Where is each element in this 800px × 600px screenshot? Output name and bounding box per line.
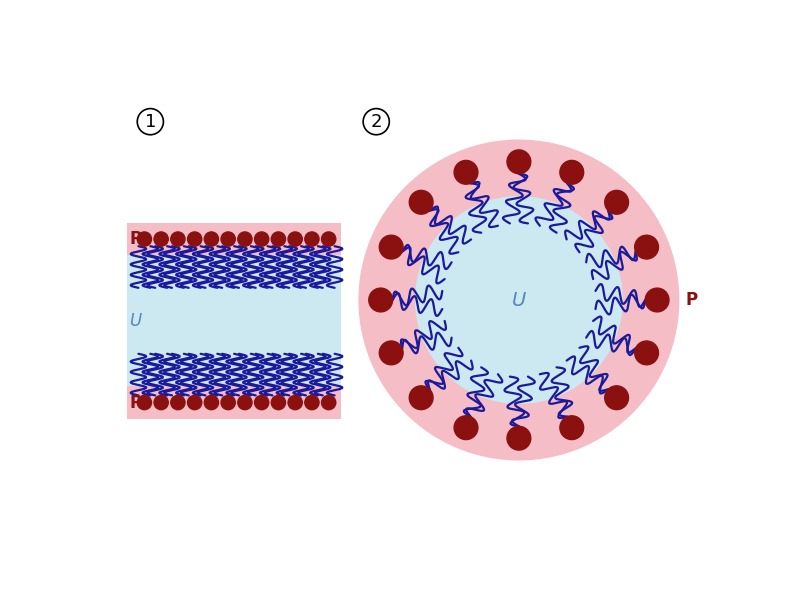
Circle shape	[271, 232, 286, 246]
Circle shape	[154, 232, 168, 246]
Circle shape	[454, 160, 478, 184]
Text: 1: 1	[145, 113, 156, 131]
Circle shape	[410, 190, 433, 214]
Text: P: P	[130, 230, 142, 248]
Circle shape	[138, 232, 151, 246]
Circle shape	[605, 190, 629, 214]
Circle shape	[379, 235, 403, 259]
Circle shape	[322, 232, 336, 246]
Circle shape	[358, 140, 679, 461]
Circle shape	[170, 232, 185, 246]
Text: U: U	[130, 312, 142, 330]
Circle shape	[322, 395, 336, 410]
Bar	[126, 256, 341, 386]
Circle shape	[254, 232, 269, 246]
Circle shape	[369, 288, 393, 312]
Circle shape	[507, 150, 530, 173]
Circle shape	[634, 235, 658, 259]
Circle shape	[560, 160, 584, 184]
Circle shape	[221, 232, 235, 246]
Bar	[126, 223, 341, 419]
Circle shape	[410, 386, 433, 410]
Circle shape	[238, 395, 252, 410]
Circle shape	[560, 416, 584, 440]
Circle shape	[271, 395, 286, 410]
Text: U: U	[512, 290, 526, 310]
Circle shape	[221, 395, 235, 410]
Circle shape	[646, 288, 669, 312]
Circle shape	[454, 416, 478, 440]
Circle shape	[507, 427, 530, 450]
Circle shape	[238, 232, 252, 246]
Circle shape	[288, 232, 302, 246]
Circle shape	[254, 395, 269, 410]
Circle shape	[138, 395, 151, 410]
Circle shape	[634, 341, 658, 365]
Circle shape	[204, 232, 218, 246]
Circle shape	[305, 232, 319, 246]
Circle shape	[415, 196, 623, 404]
Text: 2: 2	[370, 113, 382, 131]
Circle shape	[170, 395, 185, 410]
Text: P: P	[130, 394, 142, 412]
Circle shape	[379, 341, 403, 365]
Text: P: P	[686, 291, 698, 309]
Circle shape	[187, 232, 202, 246]
Circle shape	[187, 395, 202, 410]
Circle shape	[305, 395, 319, 410]
Circle shape	[288, 395, 302, 410]
Circle shape	[154, 395, 168, 410]
Circle shape	[605, 386, 629, 410]
Circle shape	[204, 395, 218, 410]
